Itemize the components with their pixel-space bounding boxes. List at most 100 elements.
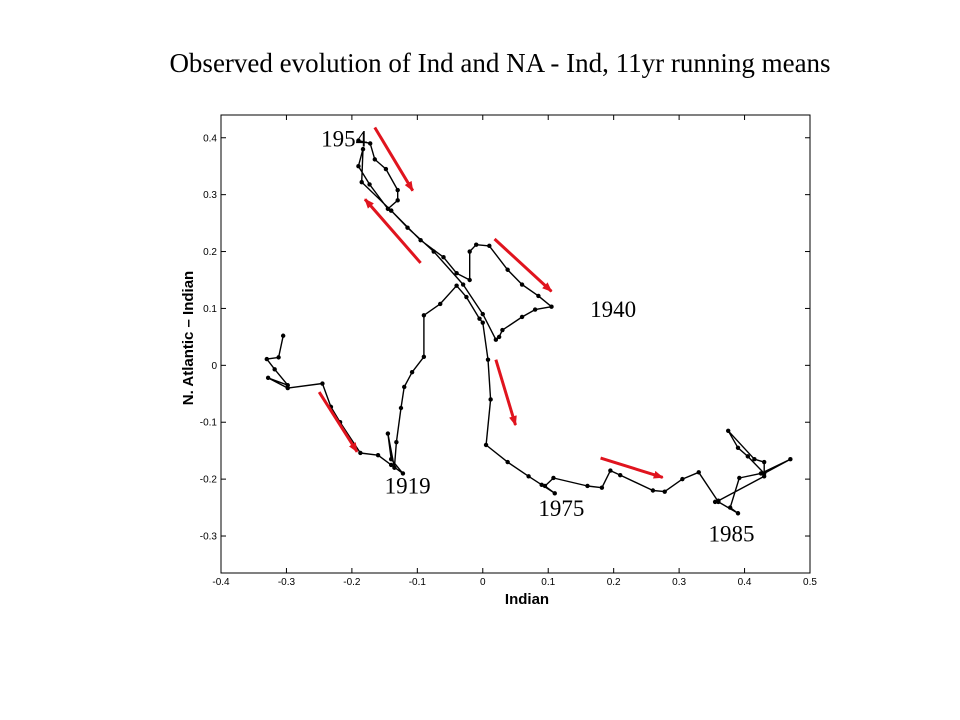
data-point	[388, 208, 394, 213]
data-point	[441, 255, 446, 260]
slide-title: Observed evolution of Ind and NA - Ind, …	[169, 48, 831, 78]
data-point	[735, 511, 741, 516]
data-point	[285, 385, 290, 391]
data-point	[505, 267, 510, 272]
data-point	[493, 337, 499, 342]
data-point	[421, 313, 427, 318]
data-point	[454, 283, 459, 288]
data-point	[696, 470, 701, 475]
data-point	[519, 314, 525, 320]
data-point	[758, 471, 764, 476]
x-tick-label: 0.1	[541, 577, 555, 588]
data-point	[536, 293, 541, 299]
data-point	[488, 397, 493, 402]
data-point	[375, 453, 381, 458]
data-point	[549, 304, 554, 309]
data-point	[467, 277, 472, 283]
y-tick-label: -0.1	[200, 418, 218, 429]
year-annotation: 1975	[538, 496, 584, 521]
annotation-group: 1954 1940 1919 1975 1985	[321, 126, 754, 546]
data-point	[402, 384, 407, 390]
x-axis-ticks: -0.4 -0.3 -0.2 -0.1 0 0.1 0.2 0.3 0.4 0.5	[212, 115, 817, 588]
series-line	[266, 285, 792, 514]
data-point	[360, 146, 366, 152]
data-point	[388, 462, 394, 468]
data-point	[276, 355, 281, 360]
data-point	[727, 505, 733, 510]
y-axis-label: N. Atlantic – Indian	[180, 271, 197, 405]
data-point	[650, 488, 656, 493]
data-point	[735, 445, 741, 451]
trend-arrow	[494, 359, 517, 427]
data-point	[505, 459, 510, 465]
data-point	[500, 327, 505, 333]
x-tick-label: -0.3	[278, 577, 296, 588]
data-point	[356, 164, 361, 169]
data-point	[474, 242, 479, 247]
y-tick-label: 0.3	[203, 190, 217, 201]
y-tick-label: -0.3	[200, 532, 218, 543]
data-point	[272, 367, 277, 372]
data-point	[265, 375, 271, 381]
data-point	[761, 459, 767, 465]
year-annotation: 1985	[709, 522, 755, 547]
x-tick-label: -0.4	[212, 577, 230, 588]
data-point	[280, 333, 286, 338]
data-point	[487, 243, 492, 249]
data-point	[542, 483, 548, 489]
y-tick-label: 0.2	[203, 247, 217, 258]
data-point	[483, 442, 489, 448]
data-point	[356, 138, 361, 143]
x-tick-label: -0.1	[409, 577, 427, 588]
data-point	[752, 457, 757, 462]
data-point	[372, 157, 377, 162]
x-tick-label: 0.5	[803, 577, 817, 588]
data-point	[395, 187, 400, 193]
data-point	[320, 381, 325, 386]
data-point	[409, 369, 415, 375]
x-tick-label: 0.4	[738, 577, 752, 588]
y-tick-label: 0.4	[203, 133, 217, 144]
series-group	[264, 138, 793, 516]
data-point	[405, 225, 410, 230]
data-point	[394, 439, 399, 445]
x-tick-label: 0.2	[607, 577, 621, 588]
data-point	[485, 357, 491, 362]
x-tick-label: 0.3	[672, 577, 686, 588]
data-point	[385, 431, 391, 436]
data-point	[737, 475, 742, 481]
data-point	[418, 237, 423, 243]
arrow-group	[317, 126, 664, 479]
data-point	[383, 166, 389, 172]
trend-arrow	[363, 198, 422, 264]
year-annotation: 1954	[321, 126, 368, 151]
data-point	[608, 468, 613, 473]
data-point	[662, 489, 667, 494]
data-point	[788, 457, 793, 462]
data-point	[464, 294, 469, 300]
data-point	[585, 483, 590, 489]
year-annotation: 1940	[590, 297, 636, 322]
trend-arrow	[373, 126, 415, 192]
trend-arrow	[600, 456, 664, 479]
data-point	[761, 474, 767, 479]
y-tick-label: 0.1	[203, 304, 217, 315]
data-point	[551, 475, 556, 481]
data-point	[392, 465, 397, 470]
data-point	[358, 450, 363, 456]
data-point	[496, 334, 502, 340]
data-point	[745, 454, 751, 459]
data-point	[388, 457, 394, 462]
data-point	[421, 354, 427, 360]
data-point	[367, 182, 372, 187]
data-point	[725, 428, 731, 433]
year-annotation: 1919	[385, 473, 431, 498]
data-point	[526, 474, 531, 479]
data-point	[400, 471, 406, 476]
data-point	[431, 249, 436, 254]
data-point	[368, 141, 373, 146]
data-point	[712, 499, 718, 505]
data-point	[467, 249, 472, 254]
y-tick-label: -0.2	[200, 475, 218, 486]
